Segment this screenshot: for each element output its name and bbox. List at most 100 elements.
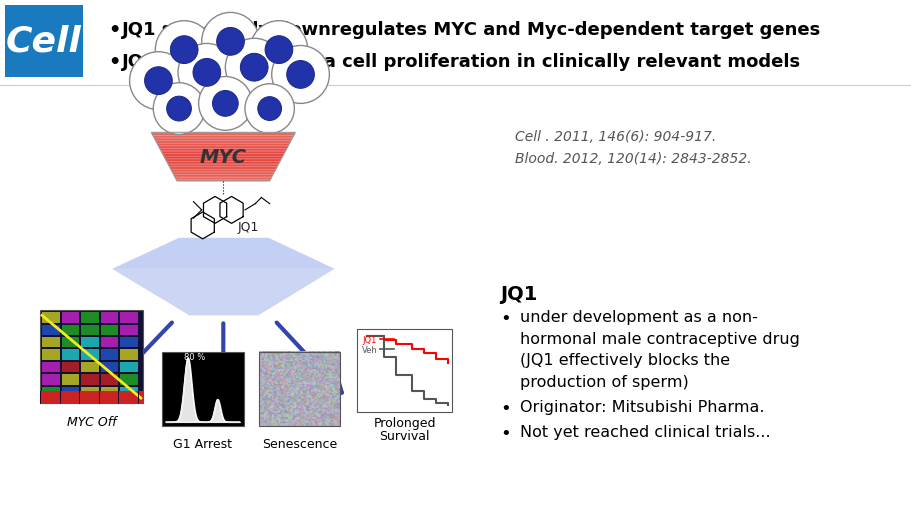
Polygon shape: [151, 132, 295, 134]
Circle shape: [145, 67, 172, 95]
Bar: [62, 337, 79, 347]
Polygon shape: [174, 176, 272, 178]
Bar: [81, 312, 98, 323]
Bar: [120, 312, 138, 323]
Circle shape: [178, 43, 236, 101]
Polygon shape: [169, 166, 277, 168]
Polygon shape: [164, 157, 282, 158]
Circle shape: [199, 77, 252, 130]
Polygon shape: [112, 238, 334, 269]
Polygon shape: [173, 173, 274, 174]
Polygon shape: [156, 141, 292, 142]
Bar: [42, 349, 59, 360]
Text: •: •: [500, 400, 511, 418]
Bar: [101, 349, 118, 360]
Polygon shape: [175, 178, 271, 179]
FancyBboxPatch shape: [5, 5, 83, 77]
Text: •: •: [500, 425, 511, 443]
Text: under development as a non-
hormonal male contraceptive drug
(JQ1 effectively bl: under development as a non- hormonal mal…: [520, 310, 800, 390]
Polygon shape: [112, 269, 334, 315]
Text: Blood. 2012, 120(14): 2843-2852.: Blood. 2012, 120(14): 2843-2852.: [515, 152, 752, 166]
Bar: [101, 325, 118, 335]
Polygon shape: [154, 137, 292, 139]
Text: •: •: [500, 310, 511, 328]
Circle shape: [153, 83, 205, 134]
Circle shape: [170, 36, 198, 64]
Text: Not yet reached clinical trials...: Not yet reached clinical trials...: [520, 425, 771, 440]
Bar: [42, 312, 59, 323]
Polygon shape: [163, 155, 283, 157]
Circle shape: [167, 96, 191, 121]
Polygon shape: [173, 174, 273, 176]
Bar: [81, 325, 98, 335]
Bar: [101, 337, 118, 347]
Text: 80 %: 80 %: [184, 353, 205, 362]
Polygon shape: [176, 179, 271, 181]
Text: Cell . 2011, 146(6): 904-917.: Cell . 2011, 146(6): 904-917.: [515, 130, 716, 144]
Polygon shape: [153, 135, 293, 137]
Bar: [62, 349, 79, 360]
Polygon shape: [159, 147, 288, 148]
Bar: [81, 387, 98, 397]
Polygon shape: [162, 154, 284, 155]
Text: JQ1 inhibits myeloma cell proliferation in clinically relevant models: JQ1 inhibits myeloma cell proliferation …: [122, 53, 801, 71]
Bar: [42, 325, 59, 335]
Bar: [42, 362, 59, 372]
Bar: [42, 374, 59, 385]
Text: Survival: Survival: [379, 430, 430, 443]
Text: •: •: [108, 53, 120, 71]
Text: Prolonged: Prolonged: [374, 417, 435, 430]
Circle shape: [225, 38, 283, 96]
Polygon shape: [168, 163, 279, 165]
Bar: [101, 362, 118, 372]
Bar: [62, 362, 79, 372]
Bar: [81, 362, 98, 372]
Text: G1 Arrest: G1 Arrest: [173, 438, 232, 451]
Bar: [101, 387, 118, 397]
Bar: [62, 387, 79, 397]
Bar: [81, 374, 98, 385]
Polygon shape: [166, 160, 281, 161]
Bar: [101, 374, 118, 385]
Bar: [120, 325, 138, 335]
Text: Senescence: Senescence: [261, 438, 337, 451]
Circle shape: [241, 53, 268, 81]
Circle shape: [287, 60, 314, 88]
Bar: [357, 329, 452, 412]
Text: MYC: MYC: [200, 148, 247, 166]
Polygon shape: [157, 142, 291, 144]
Text: JQ1: JQ1: [363, 336, 377, 345]
Bar: [120, 349, 138, 360]
Bar: [120, 374, 138, 385]
Bar: [62, 374, 79, 385]
Bar: [40, 391, 143, 403]
Bar: [120, 387, 138, 397]
Polygon shape: [161, 152, 285, 154]
Text: Veh: Veh: [363, 346, 378, 355]
Circle shape: [258, 97, 281, 120]
Bar: [62, 312, 79, 323]
Bar: [120, 362, 138, 372]
Circle shape: [217, 27, 244, 55]
Circle shape: [193, 58, 220, 86]
Bar: [161, 352, 244, 426]
Polygon shape: [158, 144, 290, 145]
Text: Cell: Cell: [6, 24, 82, 58]
Bar: [101, 312, 118, 323]
Circle shape: [265, 36, 292, 64]
Polygon shape: [159, 148, 287, 150]
Circle shape: [251, 21, 308, 79]
Polygon shape: [170, 168, 277, 170]
Text: JQ1: JQ1: [238, 221, 259, 234]
Bar: [81, 349, 98, 360]
Circle shape: [212, 90, 238, 116]
Circle shape: [201, 12, 260, 70]
Polygon shape: [159, 145, 289, 147]
Polygon shape: [160, 150, 286, 152]
Polygon shape: [171, 170, 276, 171]
Polygon shape: [172, 171, 275, 173]
Polygon shape: [169, 165, 278, 166]
Circle shape: [271, 45, 330, 103]
Bar: [40, 310, 143, 403]
Text: Originator: Mitsubishi Pharma.: Originator: Mitsubishi Pharma.: [520, 400, 764, 415]
